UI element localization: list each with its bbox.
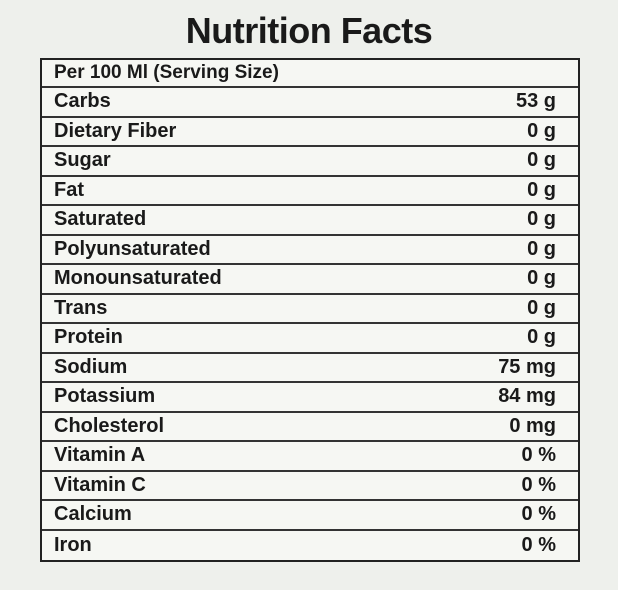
nutrient-name: Potassium [54, 385, 156, 408]
nutrient-name: Sodium [54, 355, 128, 378]
nutrient-amount: 53 g [515, 90, 556, 113]
caption-row: Per 100 Ml (Serving Size) [42, 60, 578, 88]
nutrient-row: Vitamin A 0 % [42, 442, 578, 472]
nutrient-name: Monounsaturated [54, 267, 222, 290]
nutrient-row: Sodium 75 mg [42, 354, 578, 383]
nutrient-row: Saturated 0 g [42, 206, 578, 236]
nutrient-amount: 0 g [527, 208, 556, 231]
nutrient-row: Carbs 53 g [42, 88, 578, 118]
nutrient-row: Monounsaturated 0 g [42, 265, 578, 295]
nutrient-name: Cholesterol [54, 414, 165, 437]
nutrient-name: Protein [54, 326, 123, 349]
nutrient-amount: 0 g [527, 237, 556, 260]
nutrient-name: Fat [54, 178, 84, 201]
nutrient-amount: 0 g [527, 267, 556, 290]
nutrient-amount: 84 mg [498, 385, 556, 408]
title: Nutrition Facts [185, 10, 433, 51]
nutrient-amount: 0 g [527, 296, 556, 319]
nutrient-amount: 0 % [521, 533, 556, 556]
nutrient-name: Calcium [54, 503, 132, 526]
nutrient-name: Vitamin A [54, 444, 146, 467]
nutrient-row: Vitamin C 0 % [42, 472, 578, 501]
nutrient-amount: 0 g [527, 326, 556, 349]
nutrient-amount: 0 % [521, 503, 556, 526]
nutrient-amount: 0 g [527, 178, 556, 201]
nutrient-amount: 0 g [527, 149, 556, 172]
nutrient-row: Fat 0 g [42, 177, 578, 206]
nutrient-name: Carbs [54, 90, 111, 113]
nutrient-name: Iron [54, 533, 92, 556]
nutrient-row: Dietary Fiber 0 g [42, 118, 578, 147]
nutrient-row: Trans 0 g [42, 295, 578, 324]
nutrient-name: Polyunsaturated [54, 237, 211, 260]
nutrient-row: Sugar 0 g [42, 147, 578, 177]
nutrient-amount: 0 mg [509, 414, 556, 437]
nutrient-row: Potassium 84 mg [42, 383, 578, 413]
caption: Per 100 Ml (Serving Size) [54, 62, 279, 83]
nutrient-row: Calcium 0 % [42, 501, 578, 531]
nutrient-name: Vitamin C [54, 473, 146, 496]
nutrient-row: Cholesterol 0 mg [42, 413, 578, 442]
nutrition-table: Per 100 Ml (Serving Size) Carbs 53 g Dieta… [40, 58, 580, 562]
nutrient-amount: 0 % [521, 473, 556, 496]
nutrient-name: Dietary Fiber [54, 119, 177, 142]
nutrient-amount: 0 % [521, 444, 556, 467]
nutrient-row: Polyunsaturated 0 g [42, 236, 578, 265]
nutrient-row: Protein 0 g [42, 324, 578, 354]
nutrient-name: Sugar [54, 149, 111, 172]
nutrient-amount: 0 g [527, 119, 556, 142]
nutrient-amount: 75 mg [498, 355, 556, 378]
nutrient-name: Saturated [54, 208, 147, 231]
nutrient-row: Iron 0 % [42, 531, 578, 561]
nutrient-name: Trans [54, 296, 108, 319]
